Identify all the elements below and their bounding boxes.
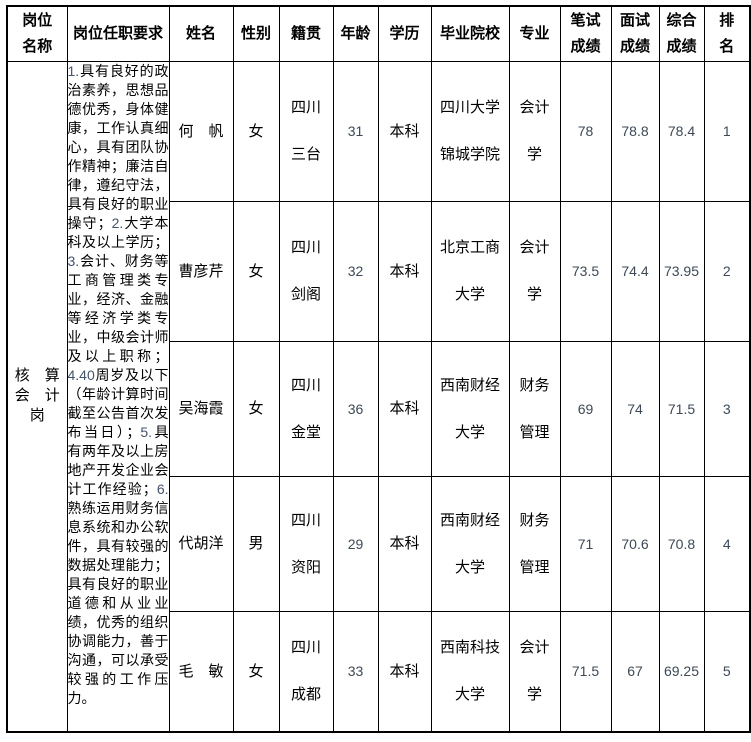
education-cell: 本科 (377, 340, 432, 477)
requirement-number: 4.40 (67, 366, 95, 383)
major-cell: 会计 学 (508, 60, 561, 202)
requirement-text-segment: 具有两年及以上房地产开发企业会计工作经验； (67, 423, 169, 497)
requirement-number: 2. (111, 214, 124, 231)
origin-cell: 四川 金堂 (278, 340, 334, 477)
header-origin: 籍贯 (278, 5, 334, 62)
requirement-number: 5. (140, 423, 153, 440)
education-cell: 本科 (377, 60, 432, 202)
candidates-score-table: 岗位 名称 岗位任职要求 姓名 性别 籍贯 年龄 学历 毕业院校 专业 笔试 成… (6, 5, 751, 733)
header-interview-score: 面试 成绩 (610, 5, 660, 62)
gender-cell: 女 (232, 200, 280, 342)
header-overall-score: 综合 成绩 (658, 5, 705, 62)
name-cell: 曹彦芹 (168, 200, 234, 342)
requirements-cell: 1.具有良好的政治素养，思想品德优秀，身体健康，工作认真细心，具有团队协作精神；… (66, 60, 170, 733)
header-gender: 性别 (232, 5, 280, 62)
header-school: 毕业院校 (430, 5, 510, 62)
interview-score-cell: 74.4 (610, 200, 660, 342)
overall-score-cell: 70.8 (658, 475, 705, 612)
interview-score-cell: 67 (610, 610, 660, 733)
major-cell: 财务 管理 (508, 340, 561, 477)
age-cell: 33 (332, 610, 379, 733)
requirements-text: 1.具有良好的政治素养，思想品德优秀，身体健康，工作认真细心，具有团队协作精神；… (67, 62, 169, 706)
gender-cell: 女 (232, 60, 280, 202)
table-row: 吴海霞 女 四川 金堂 36 本科 西南财经 大学 财务 管理 69 74 71… (7, 340, 751, 477)
written-score-cell: 78 (559, 60, 612, 202)
school-cell: 西南财经 大学 (430, 475, 510, 612)
age-cell: 32 (332, 200, 379, 342)
gender-cell: 男 (232, 475, 280, 612)
origin-cell: 四川 三台 (278, 60, 334, 202)
interview-score-cell: 70.6 (610, 475, 660, 612)
education-cell: 本科 (377, 475, 432, 612)
rank-cell: 1 (703, 60, 751, 202)
origin-cell: 四川 成都 (278, 610, 334, 733)
school-cell: 西南财经 大学 (430, 340, 510, 477)
name-cell: 吴海霞 (168, 340, 234, 477)
written-score-cell: 71 (559, 475, 612, 612)
header-position-name: 岗位 名称 (6, 5, 68, 62)
requirement-number: 6. (156, 480, 169, 497)
origin-cell: 四川 资阳 (278, 475, 334, 612)
overall-score-cell: 78.4 (658, 60, 705, 202)
name-cell: 代胡洋 (168, 475, 234, 612)
rank-cell: 2 (703, 200, 751, 342)
name-cell: 毛 敏 (168, 610, 234, 733)
table-row: 曹彦芹 女 四川 剑阁 32 本科 北京工商 大学 会计 学 73.5 74.4… (7, 200, 751, 342)
position-name-cell: 核 算 会 计 岗 (6, 60, 68, 733)
age-cell: 31 (332, 60, 379, 202)
header-row: 岗位 名称 岗位任职要求 姓名 性别 籍贯 年龄 学历 毕业院校 专业 笔试 成… (6, 5, 751, 62)
major-cell: 会计 学 (508, 200, 561, 342)
rank-cell: 5 (703, 610, 751, 733)
written-score-cell: 69 (559, 340, 612, 477)
requirement-text-segment: 熟练运用财务信息系统和办公软件，具有较强的数据处理能力；具有良好的职业道德和从业… (67, 499, 169, 706)
major-cell: 财务 管理 (508, 475, 561, 612)
table-row: 毛 敏 女 四川 成都 33 本科 西南科技 大学 会计 学 71.5 67 6… (7, 610, 751, 733)
requirement-number: 3. (67, 252, 80, 269)
age-cell: 36 (332, 340, 379, 477)
table-row: 核 算 会 计 岗 1.具有良好的政治素养，思想品德优秀，身体健康，工作认真细心… (6, 60, 751, 733)
written-score-cell: 73.5 (559, 200, 612, 342)
overall-score-cell: 73.95 (658, 200, 705, 342)
requirement-text-segment: 大学本科及以上学历； (67, 214, 169, 250)
rank-cell: 4 (703, 475, 751, 612)
header-education: 学历 (377, 5, 432, 62)
table-row: 代胡洋 男 四川 资阳 29 本科 西南财经 大学 财务 管理 71 70.6 … (7, 475, 751, 612)
header-rank: 排 名 (703, 5, 751, 62)
gender-cell: 女 (232, 340, 280, 477)
overall-score-cell: 69.25 (658, 610, 705, 733)
header-written-score: 笔试 成绩 (559, 5, 612, 62)
gender-cell: 女 (232, 610, 280, 733)
interview-score-cell: 74 (610, 340, 660, 477)
interview-score-cell: 78.8 (610, 60, 660, 202)
education-cell: 本科 (377, 200, 432, 342)
origin-cell: 四川 剑阁 (278, 200, 334, 342)
school-cell: 西南科技 大学 (430, 610, 510, 733)
header-major: 专业 (508, 5, 561, 62)
overall-score-cell: 71.5 (658, 340, 705, 477)
requirement-text-segment: 周岁及以下（年龄计算时间截至公告首次发布当日）； (67, 366, 169, 440)
header-name: 姓名 (168, 5, 234, 62)
name-cell: 何 帆 (168, 60, 234, 202)
written-score-cell: 71.5 (559, 610, 612, 733)
requirement-text-segment: 具有良好的政治素养，思想品德优秀，身体健康，工作认真细心，具有团队协作精神；廉洁… (67, 62, 169, 231)
header-age: 年龄 (332, 5, 379, 62)
school-cell: 北京工商 大学 (430, 200, 510, 342)
major-cell: 会计 学 (508, 610, 561, 733)
header-requirements: 岗位任职要求 (66, 5, 170, 62)
education-cell: 本科 (377, 610, 432, 733)
requirement-text-segment: 会计、财务等工商管理类专业，经济、金融等经济学类专业，中级会计师及以上职称； (67, 252, 169, 364)
rank-cell: 3 (703, 340, 751, 477)
school-cell: 四川大学 锦城学院 (430, 60, 510, 202)
requirement-number: 1. (67, 62, 80, 79)
age-cell: 29 (332, 475, 379, 612)
